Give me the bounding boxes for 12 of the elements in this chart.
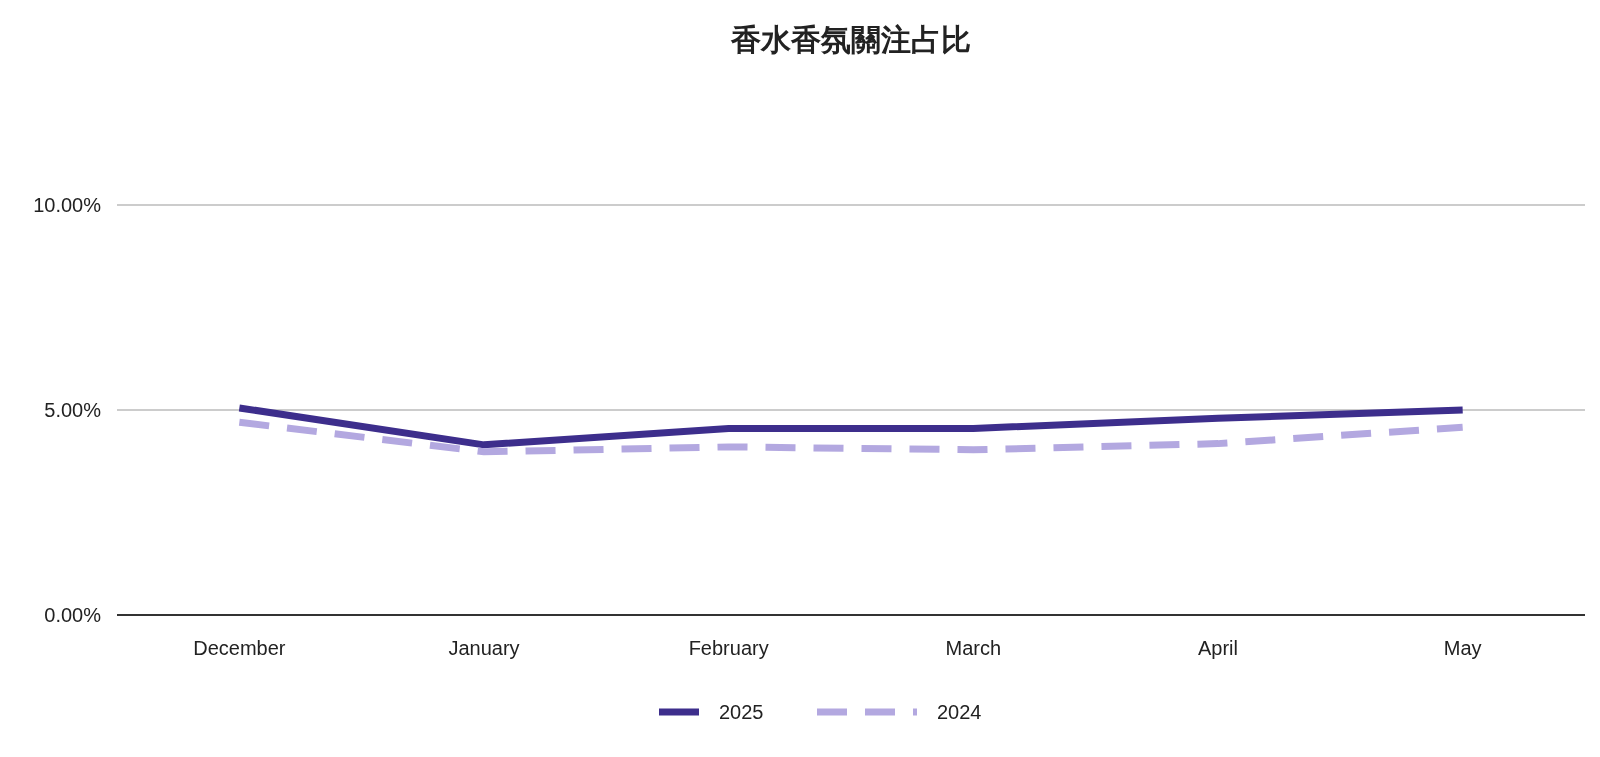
- x-tick-label: February: [688, 637, 769, 659]
- x-tick-label: January: [448, 637, 520, 659]
- x-tick-label: March: [945, 637, 1002, 659]
- chart-title: 香水香氛關注占比: [730, 23, 971, 56]
- y-tick-label: 0.00%: [44, 604, 102, 626]
- y-tick-label: 5.00%: [44, 399, 102, 421]
- x-tick-label: April: [1197, 637, 1239, 659]
- x-tick-label: December: [193, 637, 286, 659]
- legend-label: 2024: [937, 701, 982, 723]
- y-tick-label: 10.00%: [33, 194, 102, 216]
- x-tick-label: May: [1443, 637, 1482, 659]
- legend-label: 2025: [719, 701, 764, 723]
